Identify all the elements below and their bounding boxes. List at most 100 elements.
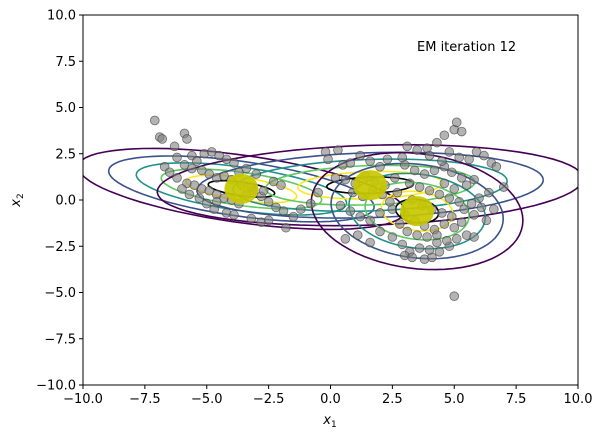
data-point [454, 152, 465, 163]
data-point [258, 185, 269, 196]
y-axis-label: x2 [9, 193, 26, 207]
data-point [464, 154, 474, 165]
data-point [446, 211, 457, 222]
data-point [352, 230, 363, 240]
data-point [278, 206, 289, 216]
data-point [442, 235, 452, 246]
x-tick-label: 2.5 [382, 392, 403, 407]
y-tick-label: 0.0 [55, 194, 76, 209]
data-point [387, 232, 398, 242]
data-point [335, 200, 346, 211]
data-point [437, 208, 447, 218]
data-point [387, 204, 398, 215]
data-point [201, 198, 212, 209]
data-point [432, 137, 442, 148]
data-point [340, 234, 351, 244]
y-tick-label: −10.0 [36, 379, 76, 394]
data-point [424, 245, 435, 255]
data-point [177, 184, 187, 194]
data-point [498, 182, 509, 192]
y-axis-label-sub: 2 [16, 193, 26, 199]
data-point [333, 145, 343, 155]
data-point [375, 226, 385, 237]
data-point [172, 173, 182, 183]
x-axis-ticks: −10.0 −7.5 −5.0 −2.5 0.0 2.5 5.0 7.5 10.0 [63, 385, 592, 407]
data-point [365, 156, 375, 166]
data-point [330, 173, 341, 183]
data-point [469, 174, 479, 185]
contour-line [310, 151, 524, 271]
data-point [479, 150, 489, 161]
data-point [345, 206, 356, 216]
data-point [397, 152, 408, 163]
data-point [246, 213, 257, 224]
data-point [402, 141, 413, 152]
data-point [434, 247, 445, 257]
y-tick-label: 10.0 [47, 9, 76, 24]
data-point [404, 178, 415, 189]
contour-line [330, 162, 505, 260]
y-axis-label-main: x [9, 199, 24, 208]
component-mean-marker [224, 173, 259, 204]
data-point [484, 187, 494, 198]
data-point [449, 222, 460, 233]
data-point [439, 130, 450, 141]
contour-line [297, 170, 444, 200]
data-point [340, 174, 351, 185]
data-point [476, 202, 487, 213]
data-points [149, 115, 509, 302]
data-point [295, 204, 306, 215]
component-mean-marker [353, 170, 388, 201]
data-point [449, 184, 460, 194]
data-point [313, 187, 323, 198]
y-tick-label: 2.5 [55, 147, 76, 162]
component-mean-marker [400, 196, 435, 227]
contour-line [196, 151, 545, 219]
data-point [414, 182, 425, 192]
x-axis-label: x1 [322, 413, 336, 430]
data-point [481, 215, 492, 226]
data-point [345, 158, 356, 168]
data-point [412, 230, 422, 240]
data-point [241, 163, 252, 174]
data-point [375, 161, 385, 172]
contour-line [207, 179, 276, 198]
data-point [461, 180, 472, 191]
data-point [211, 197, 222, 207]
data-point [288, 211, 299, 222]
data-point [184, 189, 195, 200]
data-point [194, 193, 205, 203]
data-point [149, 115, 160, 126]
annotation-text: EM iteration 12 [417, 40, 516, 55]
data-point [263, 197, 274, 207]
y-tick-label: −5.0 [44, 286, 76, 301]
x-tick-label: −7.5 [129, 392, 161, 407]
x-tick-label: 0.0 [320, 392, 341, 407]
data-point [394, 219, 405, 229]
data-point [229, 158, 239, 168]
y-tick-label: 7.5 [55, 55, 76, 70]
y-axis-ticks: −10.0 −7.5 −5.0 −2.5 0.0 2.5 5.0 7.5 10.0 [36, 9, 83, 394]
data-point [451, 117, 462, 128]
data-point [459, 204, 469, 215]
data-point [382, 154, 393, 165]
data-point [439, 178, 450, 189]
data-point [251, 169, 262, 179]
data-point [456, 217, 467, 228]
data-point [407, 252, 417, 263]
data-point [192, 156, 202, 166]
y-tick-label: 5.0 [55, 101, 76, 116]
x-tick-label: −2.5 [253, 392, 285, 407]
data-point [392, 187, 403, 198]
x-tick-label: 5.0 [444, 392, 465, 407]
data-point [469, 232, 479, 242]
data-point [466, 198, 477, 209]
data-point [182, 134, 192, 144]
data-point [172, 152, 182, 163]
data-point [169, 141, 180, 152]
data-point [402, 226, 413, 237]
data-point [446, 167, 457, 178]
data-point [397, 239, 408, 250]
data-point [422, 232, 432, 242]
